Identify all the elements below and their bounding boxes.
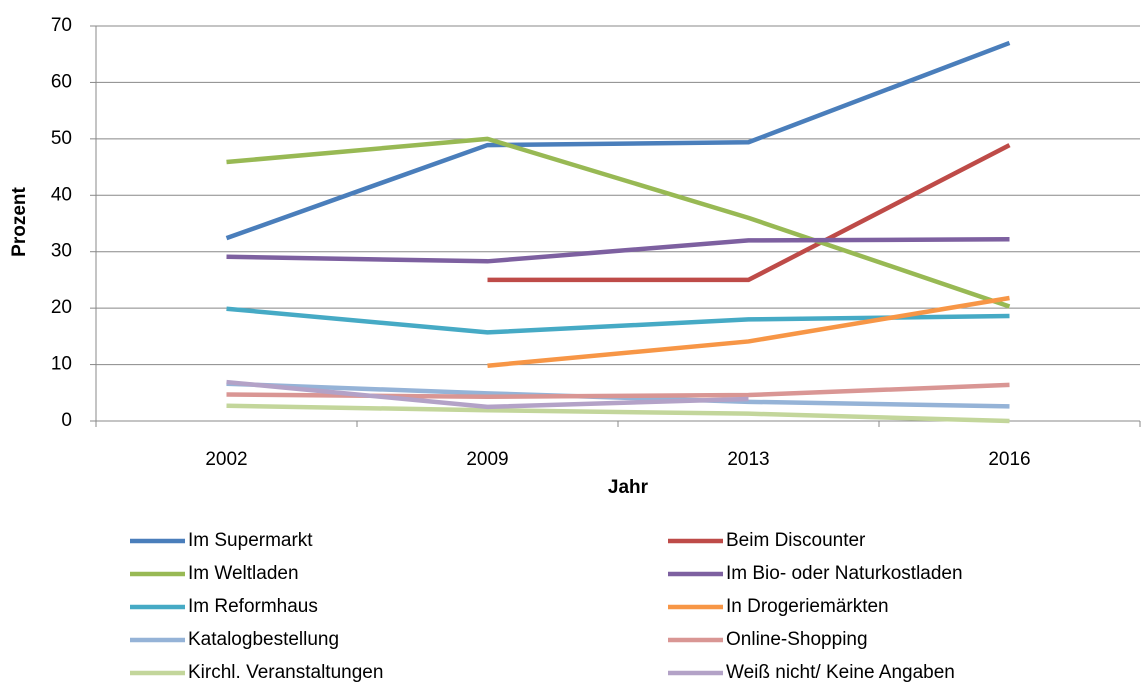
legend-label: Kirchl. Veranstaltungen <box>188 662 383 683</box>
line-series <box>487 143 1011 283</box>
legend-label: Katalogbestellung <box>188 629 339 650</box>
x-axis-label: Jahr <box>608 477 649 498</box>
legend-label: Im Reformhaus <box>188 596 318 617</box>
y-tick-label: 40 <box>51 184 72 205</box>
line-series <box>226 403 1010 424</box>
y-axis-label: Prozent <box>9 186 30 256</box>
legend-label: Weiß nicht/ Keine Angaben <box>726 662 955 683</box>
line-series <box>226 379 749 410</box>
legend-label: Online-Shopping <box>726 629 868 650</box>
y-tick-label: 70 <box>51 15 72 36</box>
x-tick-label: 2002 <box>205 449 247 470</box>
legend-label: Beim Discounter <box>726 530 866 551</box>
y-tick-label: 30 <box>51 241 72 262</box>
y-tick-label: 50 <box>51 128 72 149</box>
y-tick-label: 60 <box>51 71 72 92</box>
x-tick-label: 2013 <box>727 449 769 470</box>
legend-label: Im Supermarkt <box>188 530 313 551</box>
legend-label: In Drogeriemärkten <box>726 596 889 617</box>
legend-label: Im Weltladen <box>188 563 299 584</box>
x-tick-label: 2016 <box>988 449 1030 470</box>
line-series <box>487 295 1010 368</box>
x-tick-label: 2009 <box>466 449 508 470</box>
line-series <box>226 237 1010 264</box>
line-series <box>225 40 1011 241</box>
y-tick-label: 10 <box>51 354 72 375</box>
line-series <box>226 306 1010 335</box>
legend-label: Im Bio- oder Naturkostladen <box>726 563 963 584</box>
y-tick-label: 0 <box>61 410 72 431</box>
y-tick-label: 20 <box>51 297 72 318</box>
line-series <box>226 136 1011 309</box>
